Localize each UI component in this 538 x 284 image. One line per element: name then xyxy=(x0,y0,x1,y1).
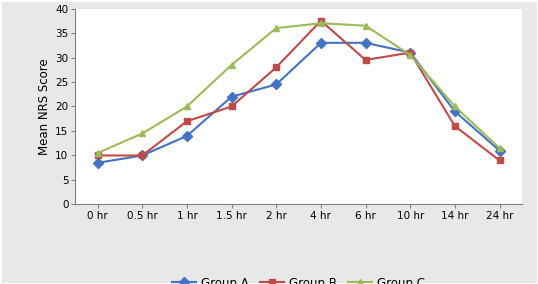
Group C xyxy=(139,132,145,135)
Group C xyxy=(273,26,280,30)
Line: Group A: Group A xyxy=(94,39,503,166)
Group B xyxy=(317,19,324,22)
Line: Group B: Group B xyxy=(94,17,503,164)
Group C xyxy=(407,53,413,57)
Group B xyxy=(229,105,235,108)
Group C xyxy=(184,105,190,108)
Group C xyxy=(95,151,101,155)
Group A xyxy=(229,95,235,98)
Group C xyxy=(363,24,369,27)
Group A xyxy=(184,134,190,137)
Legend: Group A, Group B, Group C: Group A, Group B, Group C xyxy=(169,273,428,284)
Group C xyxy=(229,63,235,66)
Group A xyxy=(452,110,458,113)
Y-axis label: Mean NRS Score: Mean NRS Score xyxy=(38,58,51,155)
Group B xyxy=(95,154,101,157)
Group A xyxy=(273,83,280,86)
Group B xyxy=(184,120,190,123)
Group B xyxy=(139,154,145,157)
Group A xyxy=(496,149,502,152)
Group B xyxy=(452,124,458,128)
Group C xyxy=(317,22,324,25)
Group B xyxy=(407,51,413,54)
Group A xyxy=(139,154,145,157)
Group B xyxy=(496,159,502,162)
Group A xyxy=(363,41,369,45)
Group C xyxy=(452,105,458,108)
Group A xyxy=(317,41,324,45)
Group B xyxy=(363,58,369,62)
Group A xyxy=(95,161,101,164)
Group C xyxy=(496,147,502,150)
Line: Group C: Group C xyxy=(94,20,503,156)
Group A xyxy=(407,51,413,54)
Group B xyxy=(273,66,280,69)
